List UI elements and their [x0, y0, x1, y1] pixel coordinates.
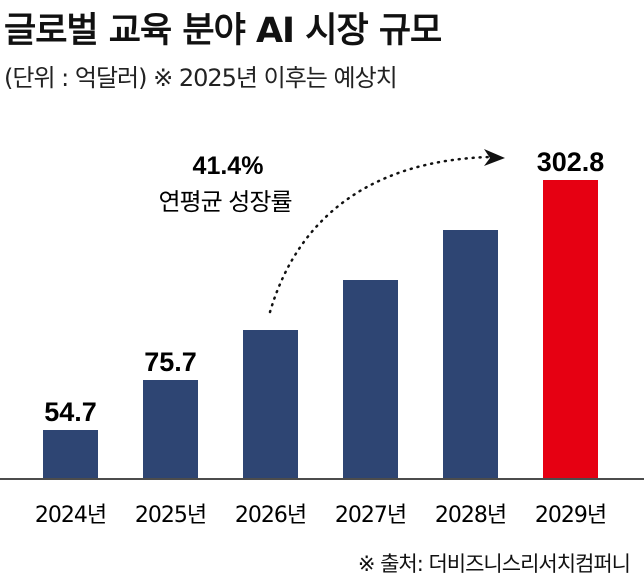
chart-title: 글로벌 교육 분야 AI 시장 규모 [4, 11, 442, 51]
x-tick-label: 2028년 [435, 503, 506, 528]
x-tick-label: 2027년 [335, 503, 406, 528]
source-note: ※ 출처: 더비즈니스리서치컴퍼니 [357, 552, 631, 576]
bar-2025 [143, 380, 198, 478]
bar-2026 [243, 330, 298, 478]
x-tick-label: 2025년 [135, 503, 206, 528]
data-label: 302.8 [537, 147, 605, 177]
growth-arrow-head [484, 149, 505, 166]
bar-2024 [43, 430, 98, 478]
bar-2029 [543, 180, 598, 478]
x-tick-label: 2026년 [235, 503, 306, 528]
data-label: 75.7 [144, 347, 197, 377]
data-label: 54.7 [44, 397, 97, 427]
growth-rate-label: 연평균 성장률 [158, 188, 291, 216]
bar-2027 [343, 280, 398, 478]
growth-rate-value: 41.4% [193, 152, 264, 180]
bar-2028 [443, 230, 498, 478]
x-tick-label: 2029년 [535, 503, 606, 528]
chart-subtitle: (단위 : 억달러) ※ 2025년 이후는 예상치 [4, 64, 398, 92]
x-tick-label: 2024년 [35, 503, 106, 528]
